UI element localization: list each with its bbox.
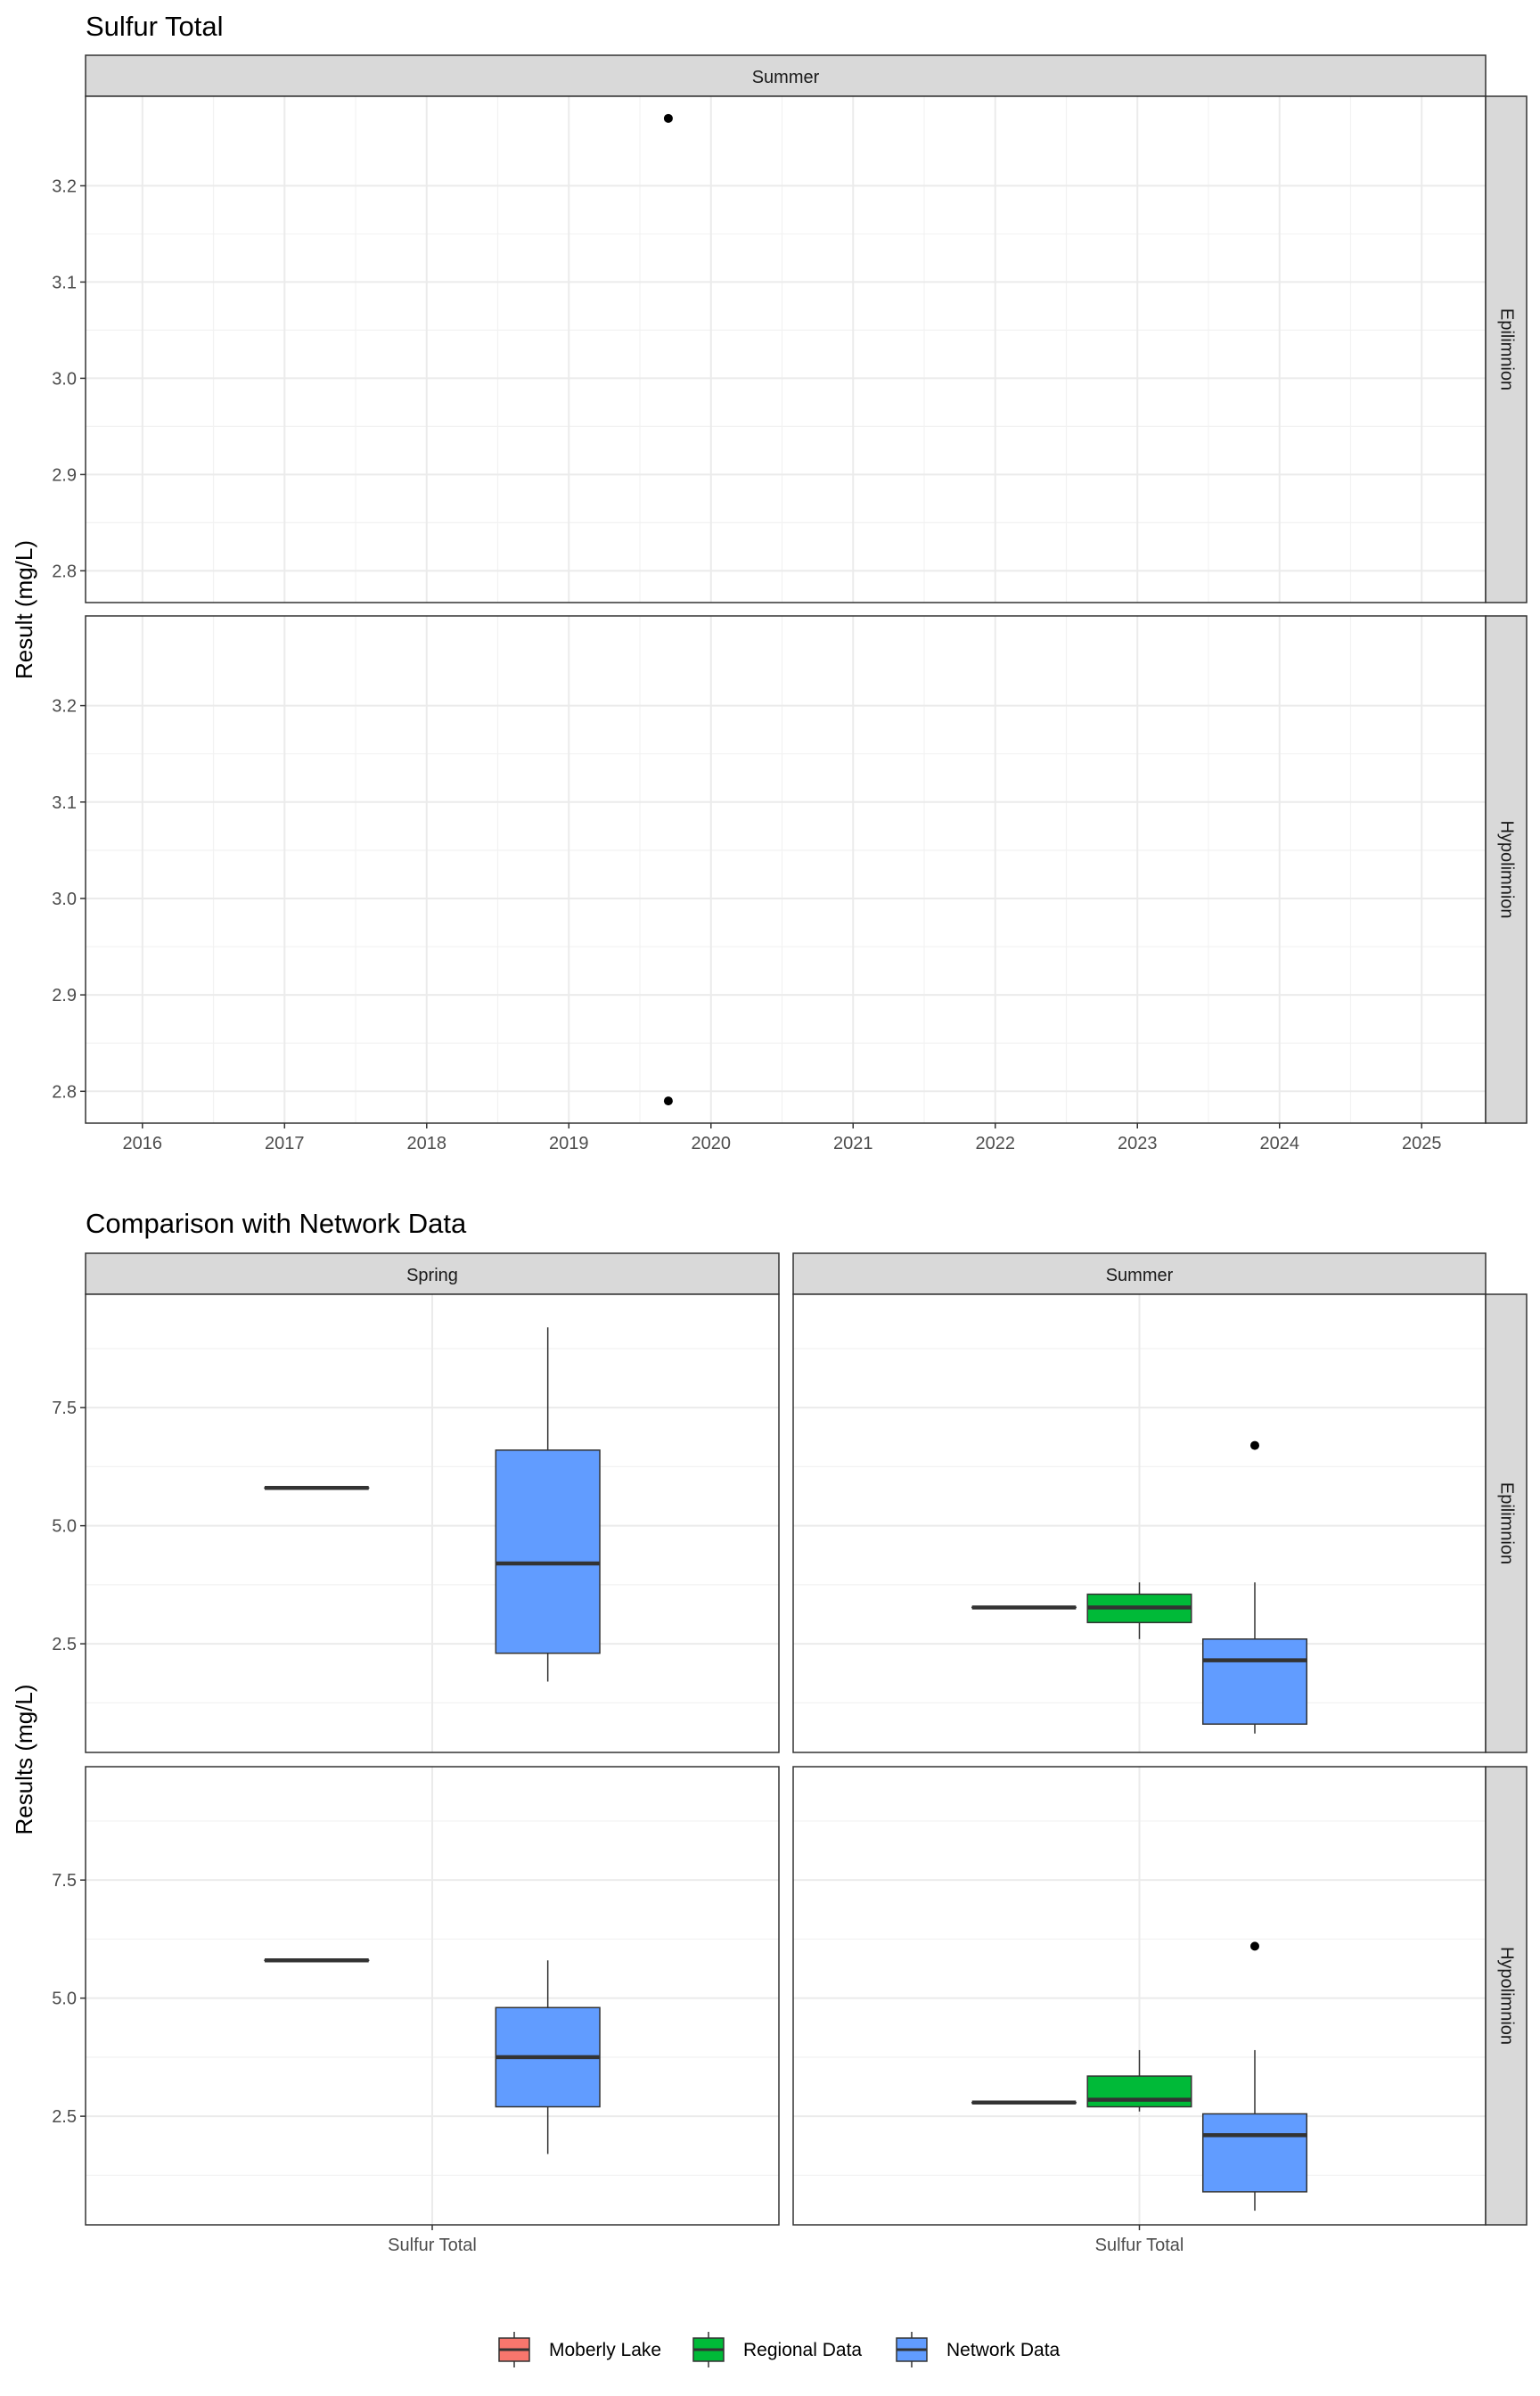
x-tick-label: 2025 bbox=[1402, 1134, 1442, 1153]
y-tick-label: 5.0 bbox=[52, 1517, 77, 1537]
facet-strip-label: Epilimnion bbox=[1497, 1482, 1517, 1564]
y-axis-label: Result (mg/L) bbox=[11, 540, 37, 679]
y-tick-label: 3.2 bbox=[52, 176, 77, 196]
y-tick-label: 3.0 bbox=[52, 890, 77, 909]
data-point bbox=[663, 113, 673, 123]
x-tick-label: 2020 bbox=[692, 1134, 732, 1153]
box-body bbox=[495, 1449, 601, 1654]
chart-title: Sulfur Total bbox=[86, 11, 224, 42]
facet-strip-label: Hypolimnion bbox=[1497, 1947, 1517, 2045]
facet-strip-column bbox=[85, 54, 1487, 97]
x-tick-label: 2024 bbox=[1259, 1134, 1299, 1153]
y-tick-label: 5.0 bbox=[52, 1990, 77, 2009]
facet-strip-label: Hypolimnion bbox=[1497, 820, 1517, 918]
box-outlier bbox=[1250, 1440, 1259, 1450]
legend-label: Moberly Lake bbox=[549, 2340, 661, 2360]
y-tick-label: 2.8 bbox=[52, 1082, 77, 1102]
facet-strip-column bbox=[85, 1252, 780, 1295]
x-tick-label: Sulfur Total bbox=[1095, 2236, 1184, 2255]
x-tick-label: Sulfur Total bbox=[388, 2236, 477, 2255]
y-tick-label: 2.5 bbox=[52, 1635, 77, 1654]
y-axis-label: Results (mg/L) bbox=[11, 1684, 37, 1834]
y-tick-label: 2.9 bbox=[52, 465, 77, 485]
y-tick-label: 7.5 bbox=[52, 1399, 77, 1418]
facet-strip-column bbox=[792, 1252, 1487, 1295]
panel-border bbox=[85, 1293, 780, 1753]
box-body bbox=[1086, 2075, 1192, 2108]
panel-background bbox=[86, 96, 1486, 603]
legend-label: Network Data bbox=[946, 2340, 1061, 2360]
x-tick-label: 2019 bbox=[549, 1134, 589, 1153]
facet-strip-label: Epilimnion bbox=[1497, 308, 1517, 390]
x-tick-label: 2023 bbox=[1118, 1134, 1158, 1153]
panel-background bbox=[86, 616, 1486, 1123]
facet-strip-row bbox=[1485, 1293, 1528, 1753]
legend-label: Regional Data bbox=[743, 2340, 862, 2360]
y-tick-label: 2.8 bbox=[52, 562, 77, 581]
box-body bbox=[1201, 2113, 1308, 2193]
facet-strip-row bbox=[1485, 95, 1528, 603]
y-tick-label: 3.0 bbox=[52, 369, 77, 389]
x-tick-label: 2018 bbox=[407, 1134, 447, 1153]
y-tick-label: 2.9 bbox=[52, 986, 77, 1005]
box-body bbox=[1201, 1638, 1308, 1725]
facet-strip-row bbox=[1485, 1766, 1528, 2226]
y-tick-label: 3.1 bbox=[52, 273, 77, 292]
y-tick-label: 7.5 bbox=[52, 1871, 77, 1891]
facet-strip-label: Summer bbox=[1106, 1266, 1174, 1285]
facet-strip-label: Spring bbox=[406, 1266, 458, 1285]
x-tick-label: 2022 bbox=[976, 1134, 1016, 1153]
x-tick-label: 2017 bbox=[265, 1134, 305, 1153]
y-tick-label: 3.2 bbox=[52, 697, 77, 717]
facet-strip-row bbox=[1485, 615, 1528, 1124]
chart-title: Comparison with Network Data bbox=[86, 1208, 467, 1239]
y-tick-label: 3.1 bbox=[52, 793, 77, 813]
data-point bbox=[663, 1096, 673, 1106]
x-tick-label: 2021 bbox=[833, 1134, 873, 1153]
y-tick-label: 2.5 bbox=[52, 2107, 77, 2127]
facet-strip-label: Summer bbox=[752, 68, 820, 87]
box-outlier bbox=[1250, 1941, 1259, 1951]
x-tick-label: 2016 bbox=[123, 1134, 163, 1153]
